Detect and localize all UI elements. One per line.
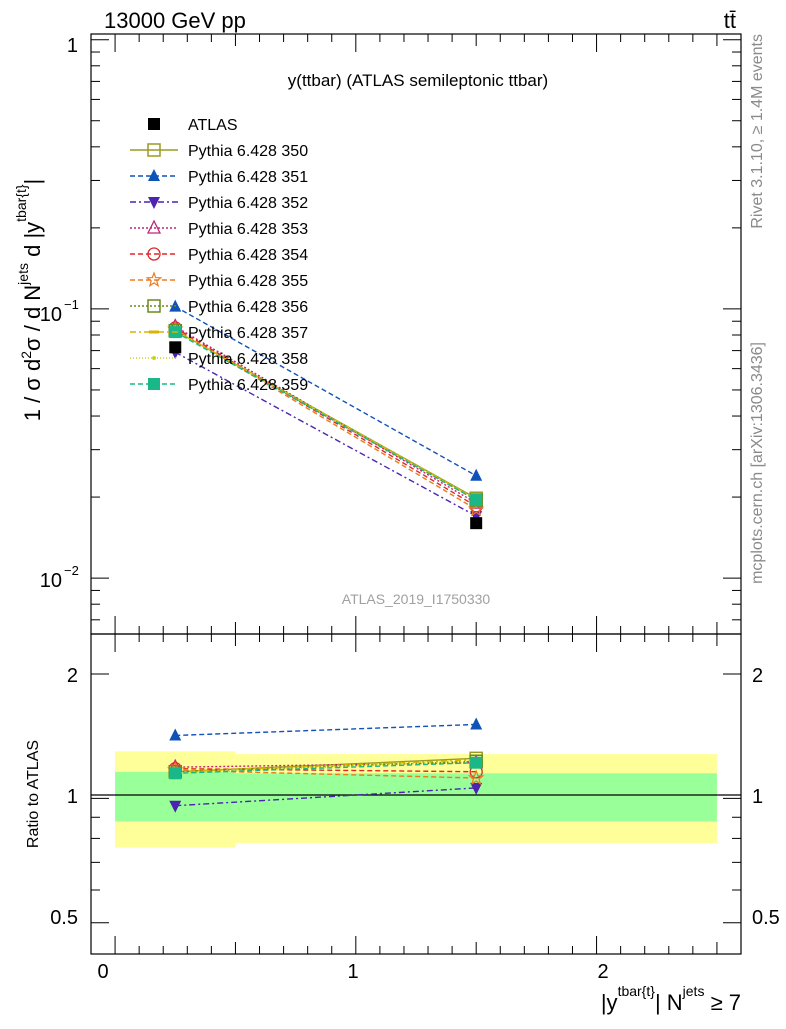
series-2-ratio-point: [470, 782, 483, 795]
main-ytick-label-0.1-base: 10: [40, 304, 62, 326]
ratio-y-ticks: [91, 673, 741, 924]
x-axis-label: |ytbar{t}| Njets ≥ 7: [601, 983, 741, 1015]
legend-label-7: Pythia 6.428 356: [188, 299, 308, 316]
legend-marker-3: [148, 197, 160, 209]
atlas-data-point: [470, 517, 483, 530]
ratio-ytick-label-1-right: 1: [752, 786, 763, 808]
legend-marker-9: [152, 356, 156, 360]
ratio-ytick-label-0.5-right: 0.5: [752, 907, 780, 929]
series-1-main-point: [470, 468, 483, 481]
header-process-label: tt̄: [724, 8, 736, 33]
series-5-main-point: [467, 500, 485, 517]
xtick-label-0: 0: [97, 961, 108, 983]
legend-label-6: Pythia 6.428 355: [188, 273, 308, 290]
series-1-main-line: [174, 305, 477, 477]
series-9-main-point: [470, 494, 483, 507]
ratio-ytick-label-1-left: 1: [67, 786, 78, 808]
main-ytick-label-0.01-exp: −2: [64, 563, 79, 578]
legend-label-5: Pythia 6.428 354: [188, 247, 308, 264]
side-rivet-label: Rivet 3.1.10, ≥ 1.4M events: [749, 34, 766, 229]
main-y-ticks: [91, 39, 741, 621]
legend-label-4: Pythia 6.428 353: [188, 221, 308, 238]
legend-marker-2: [148, 169, 160, 181]
atlas-data-point: [169, 341, 182, 354]
legend-marker-5: [147, 247, 161, 261]
legend-marker-1: [147, 143, 161, 157]
legend-label-1: Pythia 6.428 350: [188, 143, 308, 160]
series-9-ratio-point: [169, 767, 182, 780]
ratio-plot-frame: [90, 633, 742, 955]
main-ytick-label-0.01-base: 10: [40, 570, 62, 592]
series-1-ratio-point: [169, 728, 182, 741]
series-9-ratio-point: [470, 756, 483, 769]
legend: ATLAS Pythia 6.428 350 Pythia 6.428 351 Pyt…: [130, 117, 308, 394]
main-y-axis-label: 1 / σ d2σ / d Njets d |ytbar{t}|: [13, 179, 45, 422]
legend-label-8: Pythia 6.428 357: [188, 325, 308, 342]
legend-marker-4: [146, 219, 162, 234]
series-9-ratio-line: [175, 762, 477, 775]
legend-marker-0: [148, 118, 160, 130]
series-7-ratio-line: [175, 759, 477, 773]
main-series-group: [166, 299, 485, 530]
series-2-main-line: [174, 351, 477, 517]
side-mcplots-label: mcplots.cern.ch [arXiv:1306.3436]: [749, 342, 766, 584]
x-ticks: [114, 34, 718, 954]
legend-marker-8: [149, 330, 159, 334]
uncertainty-bands: [115, 751, 717, 848]
header-energy-label: 13000 GeV pp: [104, 8, 246, 33]
series-8-ratio-line: [175, 760, 477, 775]
series-1-ratio-point: [470, 717, 483, 730]
series-2-ratio-line: [175, 787, 477, 807]
series-4-ratio-line: [175, 767, 477, 773]
ratio-y-axis-label: Ratio to ATLAS: [25, 740, 42, 848]
legend-label-9: Pythia 6.428 358: [188, 351, 308, 368]
series-2-ratio-point: [169, 800, 182, 813]
legend-label-0: ATLAS: [188, 117, 238, 134]
series-5-ratio-point: [467, 769, 485, 786]
ratio-ytick-label-2-right: 2: [752, 665, 763, 687]
legend-label-3: Pythia 6.428 352: [188, 195, 308, 212]
main-ytick-label-0.1-exp: −1: [64, 297, 79, 312]
xtick-label-1: 1: [347, 961, 358, 983]
series-1-ratio-line: [175, 723, 477, 737]
legend-marker-7: [147, 299, 161, 313]
series-8-main-line: [174, 330, 477, 501]
ratio-ytick-label-0.5-left: 0.5: [50, 907, 78, 929]
legend-marker-10: [148, 378, 160, 390]
legend-label-10: Pythia 6.428 359: [188, 377, 308, 394]
ratio-ytick-label-2-left: 2: [67, 665, 78, 687]
inner-band-0: [115, 771, 236, 822]
main-ytick-label-1: 1: [67, 35, 78, 57]
ratio-series-group: [166, 717, 485, 813]
legend-label-2: Pythia 6.428 351: [188, 169, 308, 186]
main-plot-title: y(ttbar) (ATLAS semileptonic ttbar): [288, 71, 548, 90]
legend-marker-6: [145, 271, 163, 288]
analysis-watermark: ATLAS_2019_I1750330: [342, 591, 491, 607]
series-4-main-line: [174, 327, 477, 507]
xtick-label-2: 2: [597, 961, 608, 983]
series-9-main-line: [174, 331, 477, 501]
